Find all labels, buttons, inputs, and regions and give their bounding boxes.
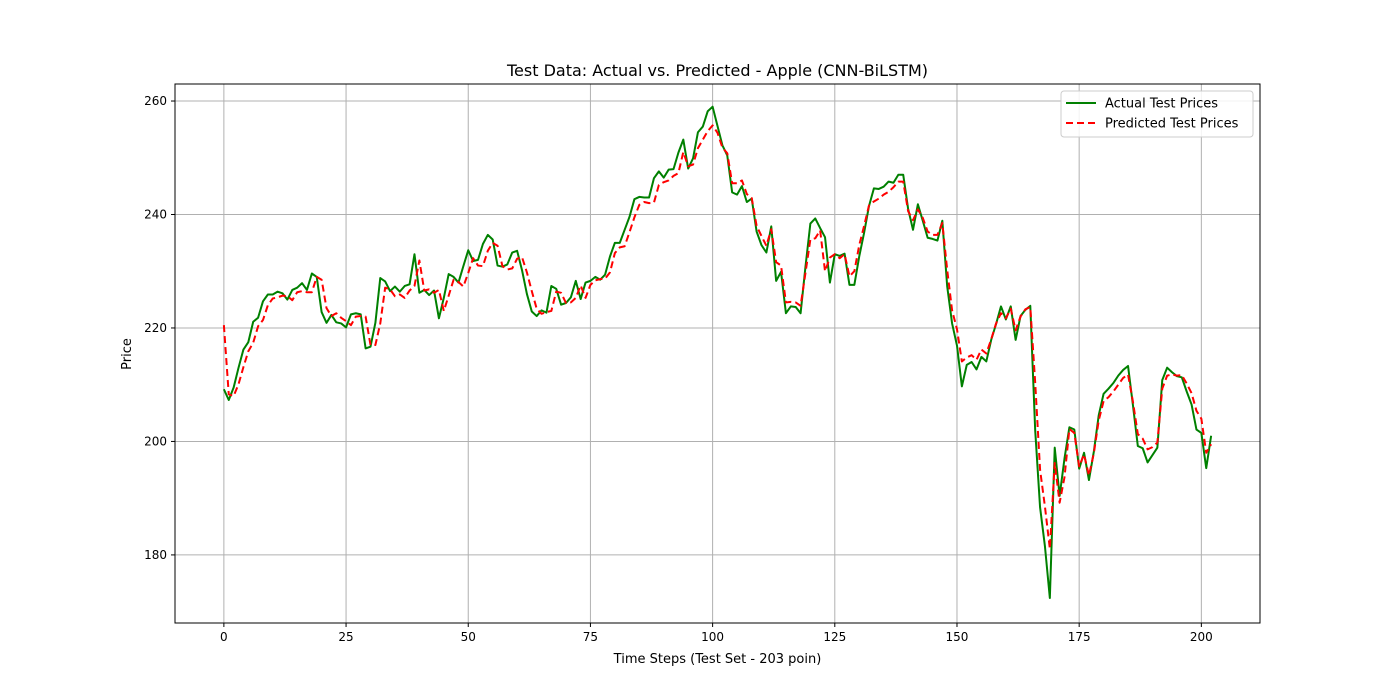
x-tick-label: 200 xyxy=(1190,630,1213,644)
legend-box xyxy=(1060,90,1254,138)
y-tick-label: 220 xyxy=(144,321,167,335)
x-tick-label: 0 xyxy=(220,630,228,644)
x-axis-label: Time Steps (Test Set - 203 poin) xyxy=(613,652,822,667)
grid-layer xyxy=(175,84,1260,623)
y-tick-label: 240 xyxy=(144,207,167,221)
x-tick-label: 150 xyxy=(946,630,969,644)
x-tick-label: 100 xyxy=(701,630,724,644)
x-tick-label: 25 xyxy=(338,630,353,644)
chart-title: Test Data: Actual vs. Predicted - Apple … xyxy=(506,61,928,80)
x-tick-label: 175 xyxy=(1068,630,1091,644)
series-line-predicted xyxy=(222,124,1212,550)
x-tick-label: 50 xyxy=(461,630,476,644)
y-axis-label: Price xyxy=(120,338,135,370)
y-tick-label: 260 xyxy=(144,94,167,108)
tick-layer: 0 25 50 75 100 125 150 175 200 180 200 220 240 260 xyxy=(144,94,1213,644)
legend: Actual Test Prices Predicted Test Prices xyxy=(1060,90,1254,138)
series-line-actual xyxy=(222,105,1213,600)
legend-label-predicted: Predicted Test Prices xyxy=(1105,117,1239,132)
x-tick-label: 75 xyxy=(583,630,598,644)
y-tick-label: 180 xyxy=(144,548,167,562)
y-tick-label: 200 xyxy=(144,434,167,448)
legend-label-actual: Actual Test Prices xyxy=(1105,97,1218,112)
x-tick-label: 125 xyxy=(823,630,846,644)
plot-frame xyxy=(174,83,1261,624)
series-layer xyxy=(222,105,1213,600)
